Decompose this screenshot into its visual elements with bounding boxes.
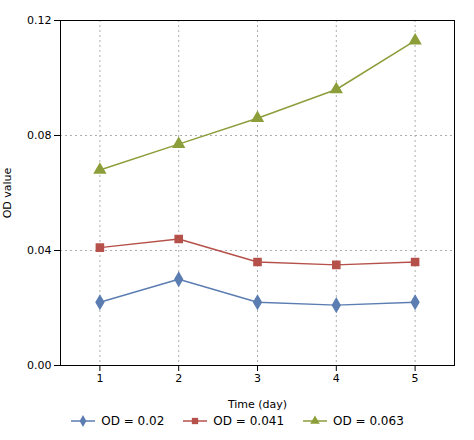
svg-text:3: 3: [254, 372, 261, 385]
html-text:OD = 0.041: OD = 0.041: [213, 414, 284, 428]
html-text:OD = 0.02: OD = 0.02: [101, 414, 165, 428]
svg-text:2: 2: [175, 372, 182, 385]
svg-text:0.12: 0.12: [27, 14, 52, 27]
svg-text:0.00: 0.00: [27, 359, 52, 372]
svg-text:5: 5: [412, 372, 419, 385]
svg-text:1: 1: [96, 372, 103, 385]
svg-text:0.04: 0.04: [27, 244, 52, 257]
svg-text:4: 4: [333, 372, 340, 385]
svg-text:OD value: OD value: [1, 167, 14, 218]
html-text:OD = 0.063: OD = 0.063: [333, 414, 404, 428]
svg-text:0.08: 0.08: [27, 129, 52, 142]
svg-text:Time (day): Time (day): [227, 398, 287, 411]
